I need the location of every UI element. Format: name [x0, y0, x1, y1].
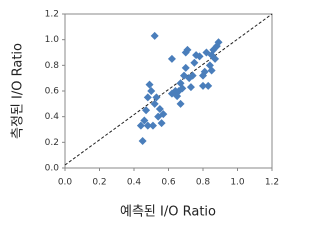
point	[181, 63, 190, 72]
point	[188, 71, 197, 80]
y-tick-label: 0.2	[45, 138, 59, 148]
point	[147, 87, 156, 95]
y-tick-label: 0.0	[45, 164, 60, 174]
y-tick-label: 1.2	[45, 10, 59, 20]
point	[143, 121, 152, 130]
point	[167, 89, 176, 98]
x-tick-label: 1.0	[230, 178, 245, 188]
point	[143, 93, 152, 102]
point	[176, 79, 185, 88]
y-tick-label: 0.4	[45, 112, 60, 122]
point	[150, 31, 159, 40]
x-tick-label: 1.2	[265, 178, 279, 188]
point	[136, 121, 145, 130]
point	[204, 81, 213, 90]
point	[145, 80, 154, 89]
point	[214, 38, 223, 47]
point	[140, 116, 149, 125]
point	[148, 121, 157, 130]
point	[176, 99, 185, 108]
point	[159, 110, 168, 119]
x-tick-label: 0.6	[161, 178, 176, 188]
point	[183, 45, 192, 54]
point	[155, 104, 164, 113]
x-tick-label: 0.4	[127, 178, 142, 188]
point	[190, 58, 199, 67]
reference-line	[64, 13, 273, 166]
chart: 예측된 I/O Ratio 측정된 I/O Ratio 0.0 0.2 0.4 0.6…	[11, 10, 280, 220]
point	[142, 106, 151, 115]
x-tick-label: 0.8	[196, 178, 211, 188]
y-tick-label: 1.0	[45, 35, 60, 45]
point	[150, 99, 159, 108]
y-tick-label: 0.8	[45, 61, 60, 71]
point	[207, 66, 216, 75]
point	[167, 54, 176, 63]
x-axis-title: 예측된 I/O Ratio	[120, 205, 216, 220]
point	[199, 81, 207, 90]
x-tick-label: 0.0	[58, 178, 73, 188]
point	[200, 67, 209, 76]
point	[138, 137, 147, 146]
x-tick-label: 0.2	[92, 178, 106, 188]
y-tick-label: 0.6	[45, 87, 60, 97]
point	[211, 54, 220, 63]
point	[192, 51, 201, 60]
point	[152, 93, 161, 102]
y-axis-title: 측정된 I/O Ratio	[11, 43, 26, 139]
point	[186, 83, 195, 92]
point	[157, 119, 166, 128]
